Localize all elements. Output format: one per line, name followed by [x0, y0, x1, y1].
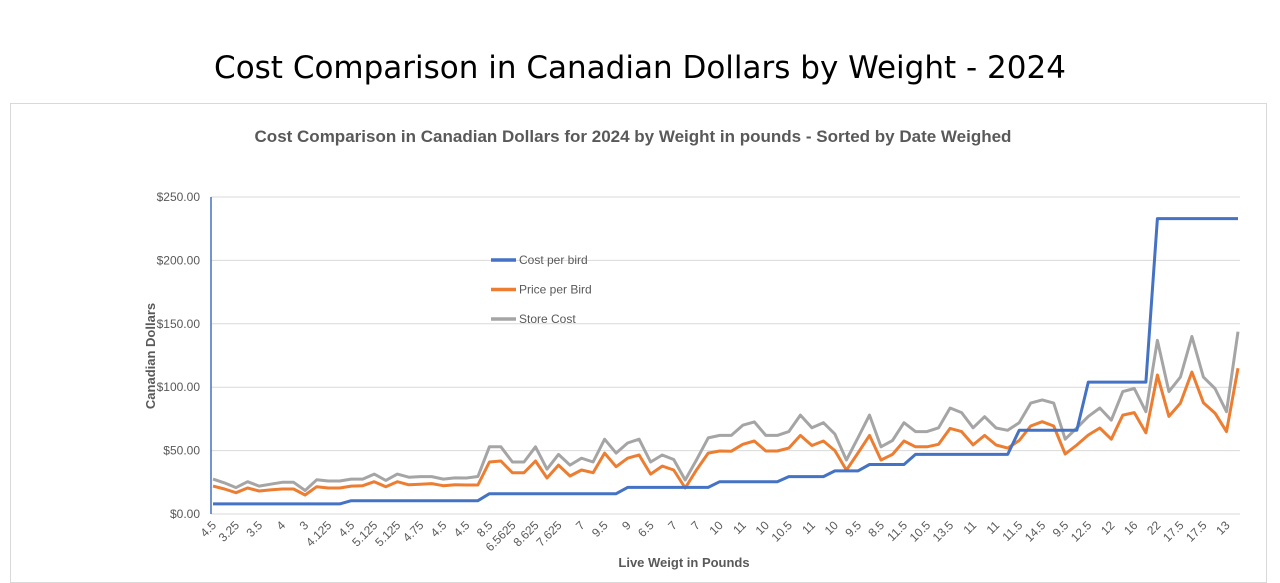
x-tick-label: 17.5: [1160, 518, 1187, 545]
x-tick-label: 10.5: [769, 518, 796, 545]
y-tick-label: $100.00: [157, 380, 201, 394]
x-tick-label: 13.5: [930, 518, 957, 545]
x-tick-label: 4: [274, 518, 289, 533]
x-tick-label: 5.125: [372, 518, 403, 549]
y-axis-title: Canadian Dollars: [143, 303, 158, 409]
x-tick-label: 14.5: [1022, 518, 1049, 545]
x-tick-label: 3.5: [243, 518, 265, 540]
x-tick-label: 7: [665, 518, 680, 533]
x-tick-label: 10: [822, 518, 842, 538]
series-line-store-cost: [212, 331, 1240, 492]
x-tick-label: 5.125: [349, 518, 380, 549]
chart-title: Cost Comparison in Canadian Dollars for …: [255, 127, 1012, 146]
series-line-price-per-bird: [212, 367, 1240, 497]
x-tick-label: 7: [573, 518, 588, 533]
y-axis-ticks: $0.00 $50.00 $100.00 $150.00 $200.00 $250.00: [157, 190, 201, 521]
x-tick-label: 4.5: [428, 518, 450, 540]
x-tick-label: 11: [961, 518, 980, 537]
x-tick-label: 8.5: [865, 518, 887, 540]
x-tick-label: 11: [799, 518, 818, 537]
series-line-cost-per-bird: [213, 217, 1238, 506]
y-tick-label: $250.00: [157, 190, 201, 204]
legend-label: Cost per bird: [519, 253, 588, 267]
x-tick-label: 13: [1213, 518, 1233, 538]
x-tick-label: 9.5: [589, 518, 611, 540]
y-tick-label: $200.00: [157, 253, 201, 267]
x-tick-label: 4.125: [303, 518, 334, 549]
x-tick-label: 12: [1098, 518, 1118, 538]
x-tick-label: 7.625: [533, 518, 564, 549]
y-tick-label: $0.00: [170, 507, 200, 521]
legend-item: Store Cost: [491, 312, 576, 326]
x-tick-label: 9: [619, 518, 634, 533]
x-tick-label: 6.5: [635, 518, 657, 540]
legend-label: Store Cost: [519, 312, 576, 326]
legend-item: Price per Bird: [491, 283, 592, 297]
x-tick-label: 11.5: [1000, 518, 1026, 544]
x-tick-label: 4.75: [400, 518, 427, 545]
x-tick-label: 4.5: [451, 518, 473, 540]
x-tick-label: 12.5: [1068, 518, 1095, 545]
x-tick-label: 10.5: [907, 518, 934, 545]
x-tick-label: 7: [688, 518, 703, 533]
x-tick-label: 8.625: [510, 518, 541, 549]
slide-title: Cost Comparison in Canadian Dollars by W…: [214, 50, 1066, 86]
y-tick-label: $150.00: [157, 317, 201, 331]
legend: Cost per bird Price per Bird Store Cost: [491, 253, 592, 326]
x-axis-title: Live Weigt in Pounds: [618, 555, 749, 570]
x-tick-label: 3.25: [216, 518, 243, 545]
x-tick-label: 4.5: [197, 518, 219, 540]
gridlines: [211, 196, 1240, 515]
legend-item: Cost per bird: [491, 253, 588, 267]
legend-label: Price per Bird: [519, 283, 592, 297]
x-tick-label: 9.5: [842, 518, 864, 540]
x-tick-label: 3: [297, 518, 312, 533]
x-tick-label: 17.5: [1183, 518, 1210, 545]
x-tick-label: 11.5: [884, 518, 910, 544]
y-tick-label: $50.00: [163, 444, 200, 458]
series-lines: [212, 217, 1240, 506]
x-tick-label: 16: [1121, 518, 1141, 538]
x-tick-label: 11: [730, 518, 749, 537]
x-tick-label: 9.5: [1050, 518, 1072, 540]
x-tick-label: 10: [707, 518, 727, 538]
